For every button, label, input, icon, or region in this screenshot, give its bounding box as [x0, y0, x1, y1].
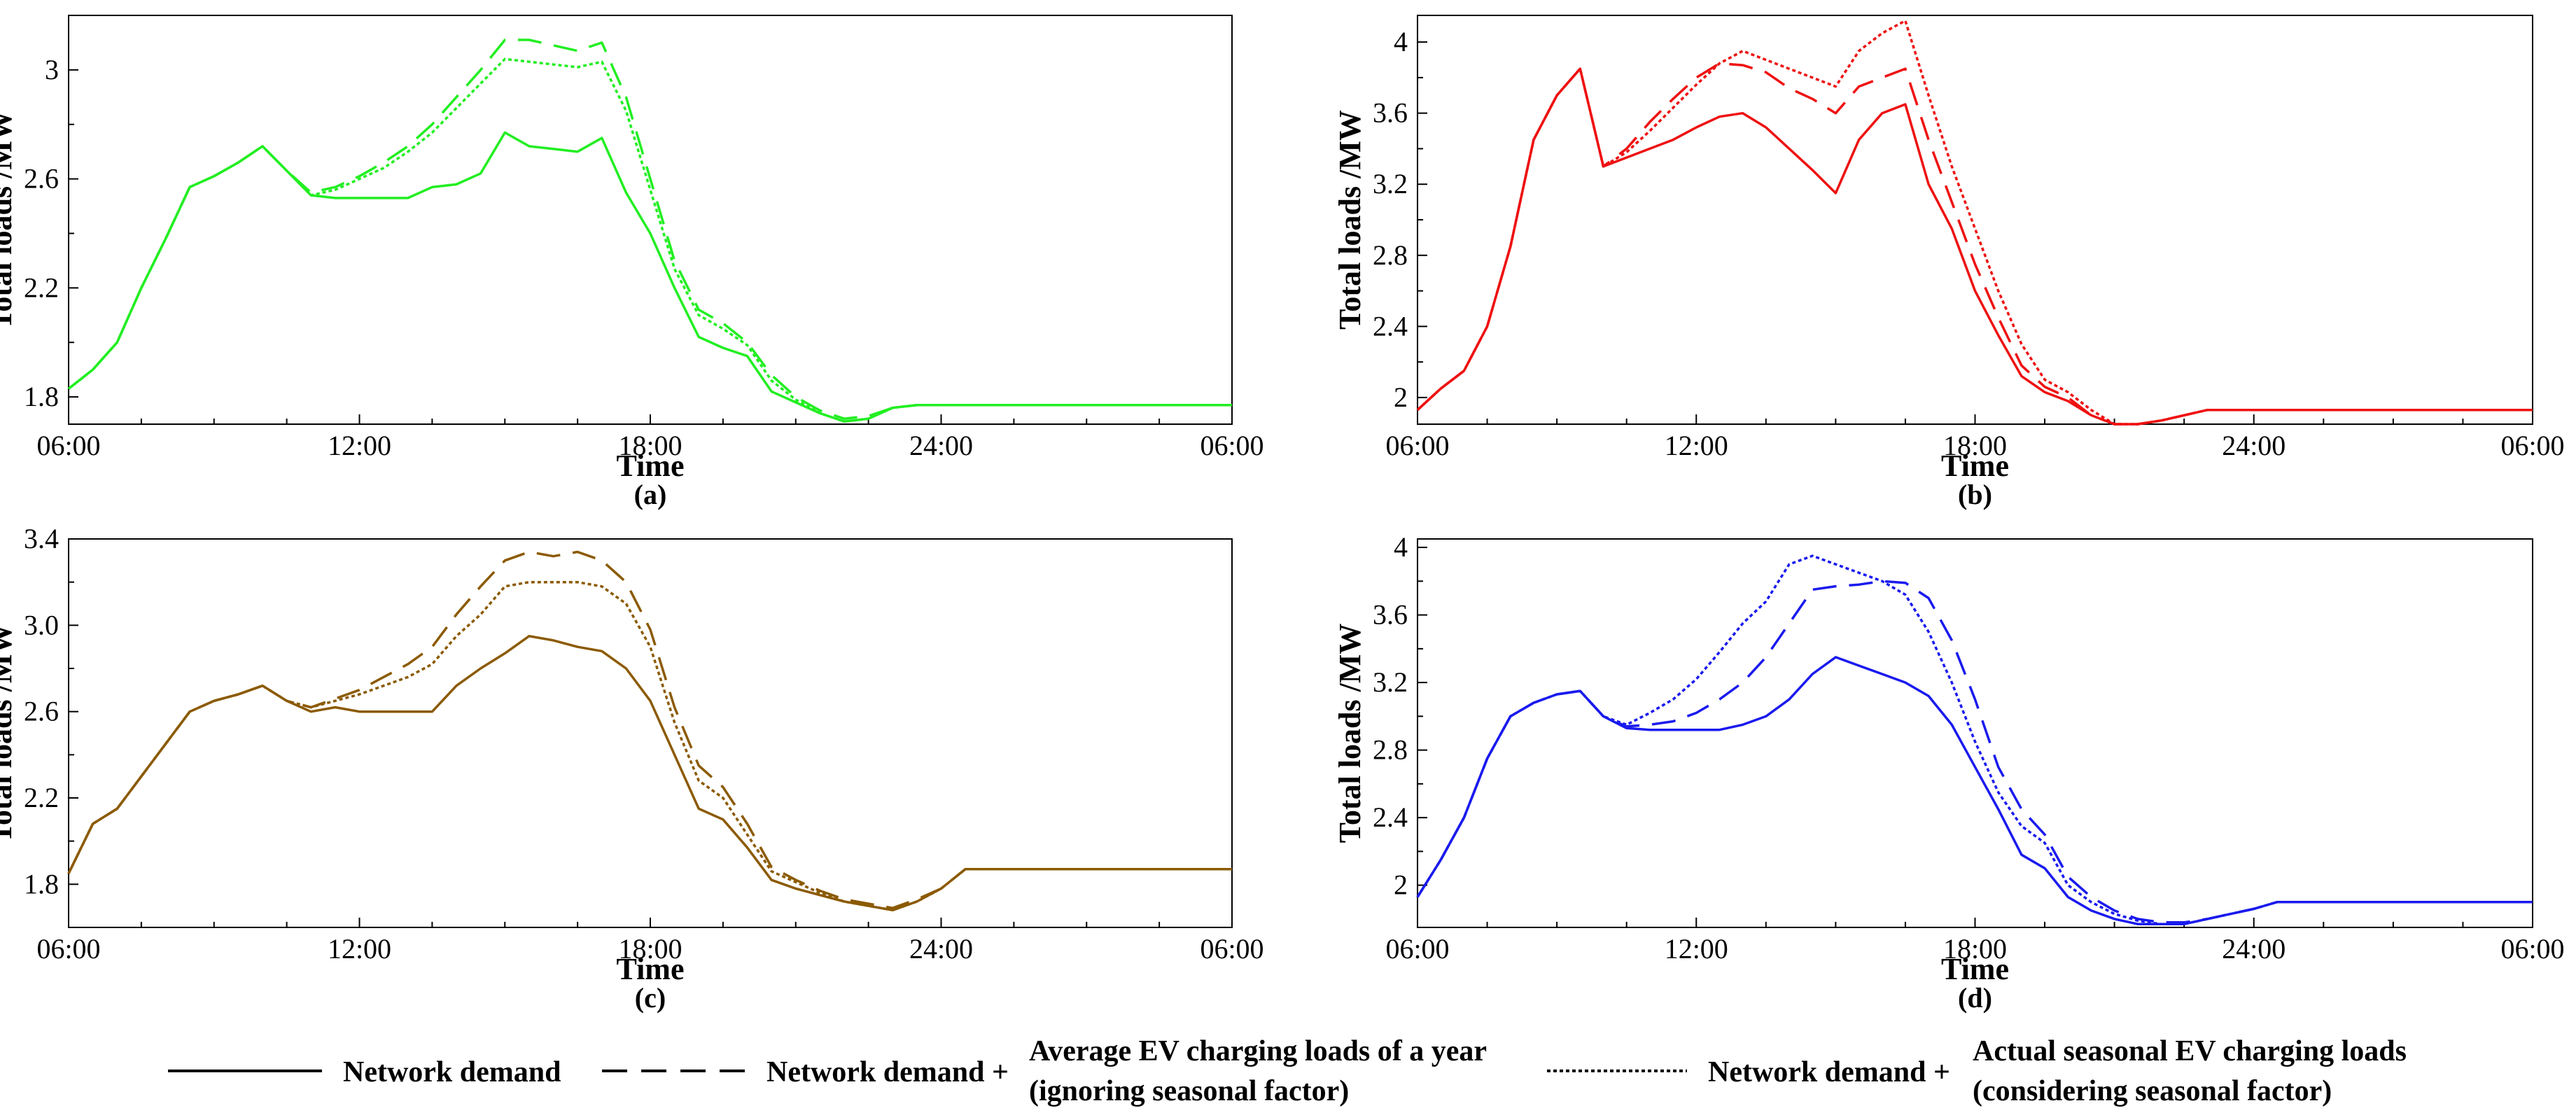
x-tick-label: 24:00 — [2222, 430, 2286, 461]
chart-panel-4: 2 2.4 2.8 3.2 3.6 4 06:00 12:00 18:00 24:00 06:00 T… — [1333, 531, 2565, 1014]
plot-frame — [68, 15, 1233, 425]
x-tick-label: 06:00 — [36, 430, 100, 461]
series-line-dotted — [1416, 19, 2533, 426]
y-tick-label: 4 — [1394, 531, 1408, 563]
x-tick-label: 06:00 — [1200, 430, 1264, 461]
series-line-dashed — [1416, 580, 2533, 924]
y-axis-title: Total loads /MW — [1333, 110, 1367, 330]
y-axis-title: Total loads /MW — [0, 110, 18, 330]
series-line-dotted — [67, 57, 1232, 423]
y-tick-label: 3.6 — [1373, 97, 1408, 129]
y-tick-label: 3 — [45, 54, 59, 85]
legend: Network demand Network demand + Average … — [168, 1035, 2407, 1107]
chart-panel-2: 2 2.4 2.8 3.2 3.6 4 06:00 12:00 18:00 24:00 06:00 T… — [1333, 15, 2565, 510]
chart-panel-3: 1.8 2.2 2.6 3.0 3.4 06:00 12:00 18:00 24:00 06:00… — [0, 523, 1264, 1014]
x-tick-label: 12:00 — [1665, 430, 1728, 461]
y-tick-label: 2.8 — [1373, 734, 1408, 766]
y-tick-label: 2.4 — [1373, 310, 1408, 342]
x-tick-label: 06:00 — [36, 933, 100, 965]
plot-frame — [1417, 538, 2533, 928]
series-line-dotted — [67, 580, 1232, 912]
x-tick-label: 18:00 — [618, 933, 682, 965]
legend-average-line2: (ignoring seasonal factor) — [1029, 1075, 1349, 1107]
x-axis-title: Time — [1941, 449, 2009, 483]
panel-label: (b) — [1958, 479, 1992, 510]
y-tick-label: 1.8 — [24, 381, 59, 412]
panel-label: (d) — [1958, 982, 1992, 1014]
series-line-dashed — [1416, 62, 2533, 426]
y-tick-label: 3.6 — [1373, 599, 1408, 631]
x-tick-label: 06:00 — [1385, 933, 1449, 965]
legend-average-prefix: Network demand + — [766, 1056, 1009, 1088]
series-line-solid — [1416, 67, 2533, 426]
x-tick-label: 12:00 — [1665, 933, 1728, 965]
y-tick-label: 2 — [1394, 381, 1408, 413]
legend-average-line1: Average EV charging loads of a year — [1029, 1035, 1487, 1067]
y-tick-label: 3.2 — [1373, 666, 1408, 698]
x-tick-label: 18:00 — [618, 430, 682, 461]
panel-label: (c) — [635, 982, 666, 1014]
series-line-dotted — [1416, 554, 2533, 925]
y-tick-label: 3.0 — [24, 609, 59, 640]
x-tick-label: 24:00 — [909, 933, 973, 965]
y-tick-label: 3.4 — [24, 523, 59, 554]
panel-label: (a) — [634, 479, 667, 510]
y-axis-title: Total loads /MW — [1333, 624, 1367, 843]
legend-seasonal-prefix: Network demand + — [1708, 1056, 1950, 1088]
y-tick-label: 3.2 — [1373, 168, 1408, 199]
x-tick-label: 18:00 — [1943, 933, 2007, 965]
y-tick-label: 2.2 — [24, 782, 59, 813]
series-line-dashed — [67, 550, 1232, 910]
chart-panel-1: 1.8 2.2 2.6 3 06:00 12:00 18:00 24:00 06:00 Time(… — [0, 15, 1264, 510]
x-tick-label: 06:00 — [1200, 933, 1264, 965]
x-axis-title: Time — [617, 449, 685, 483]
y-tick-label: 4 — [1394, 26, 1408, 57]
x-tick-label: 06:00 — [2500, 933, 2564, 965]
x-tick-label: 06:00 — [2500, 430, 2564, 461]
y-tick-label: 1.8 — [24, 868, 59, 899]
legend-seasonal-line2: (considering seasonal factor) — [1973, 1075, 2332, 1107]
y-tick-label: 2.6 — [24, 696, 59, 727]
x-tick-label: 12:00 — [328, 933, 391, 965]
x-tick-label: 12:00 — [328, 430, 391, 461]
series-line-dashed — [67, 38, 1232, 420]
y-tick-label: 2.8 — [1373, 239, 1408, 271]
y-tick-label: 2.2 — [24, 272, 59, 303]
x-axis-title: Time — [617, 952, 685, 986]
y-tick-label: 2 — [1394, 869, 1408, 901]
legend-seasonal-line1: Actual seasonal EV charging loads — [1973, 1035, 2407, 1067]
plot-frame — [1417, 15, 2533, 425]
x-tick-label: 24:00 — [2222, 933, 2286, 965]
x-axis-title: Time — [1941, 952, 2009, 986]
x-tick-label: 24:00 — [909, 430, 973, 461]
x-tick-label: 06:00 — [1385, 430, 1449, 461]
x-tick-label: 18:00 — [1943, 430, 2007, 461]
legend-demand-text: Network demand — [343, 1056, 561, 1088]
y-tick-label: 2.6 — [24, 163, 59, 195]
y-tick-label: 2.4 — [1373, 801, 1408, 833]
y-axis-title: Total loads /MW — [0, 624, 18, 843]
